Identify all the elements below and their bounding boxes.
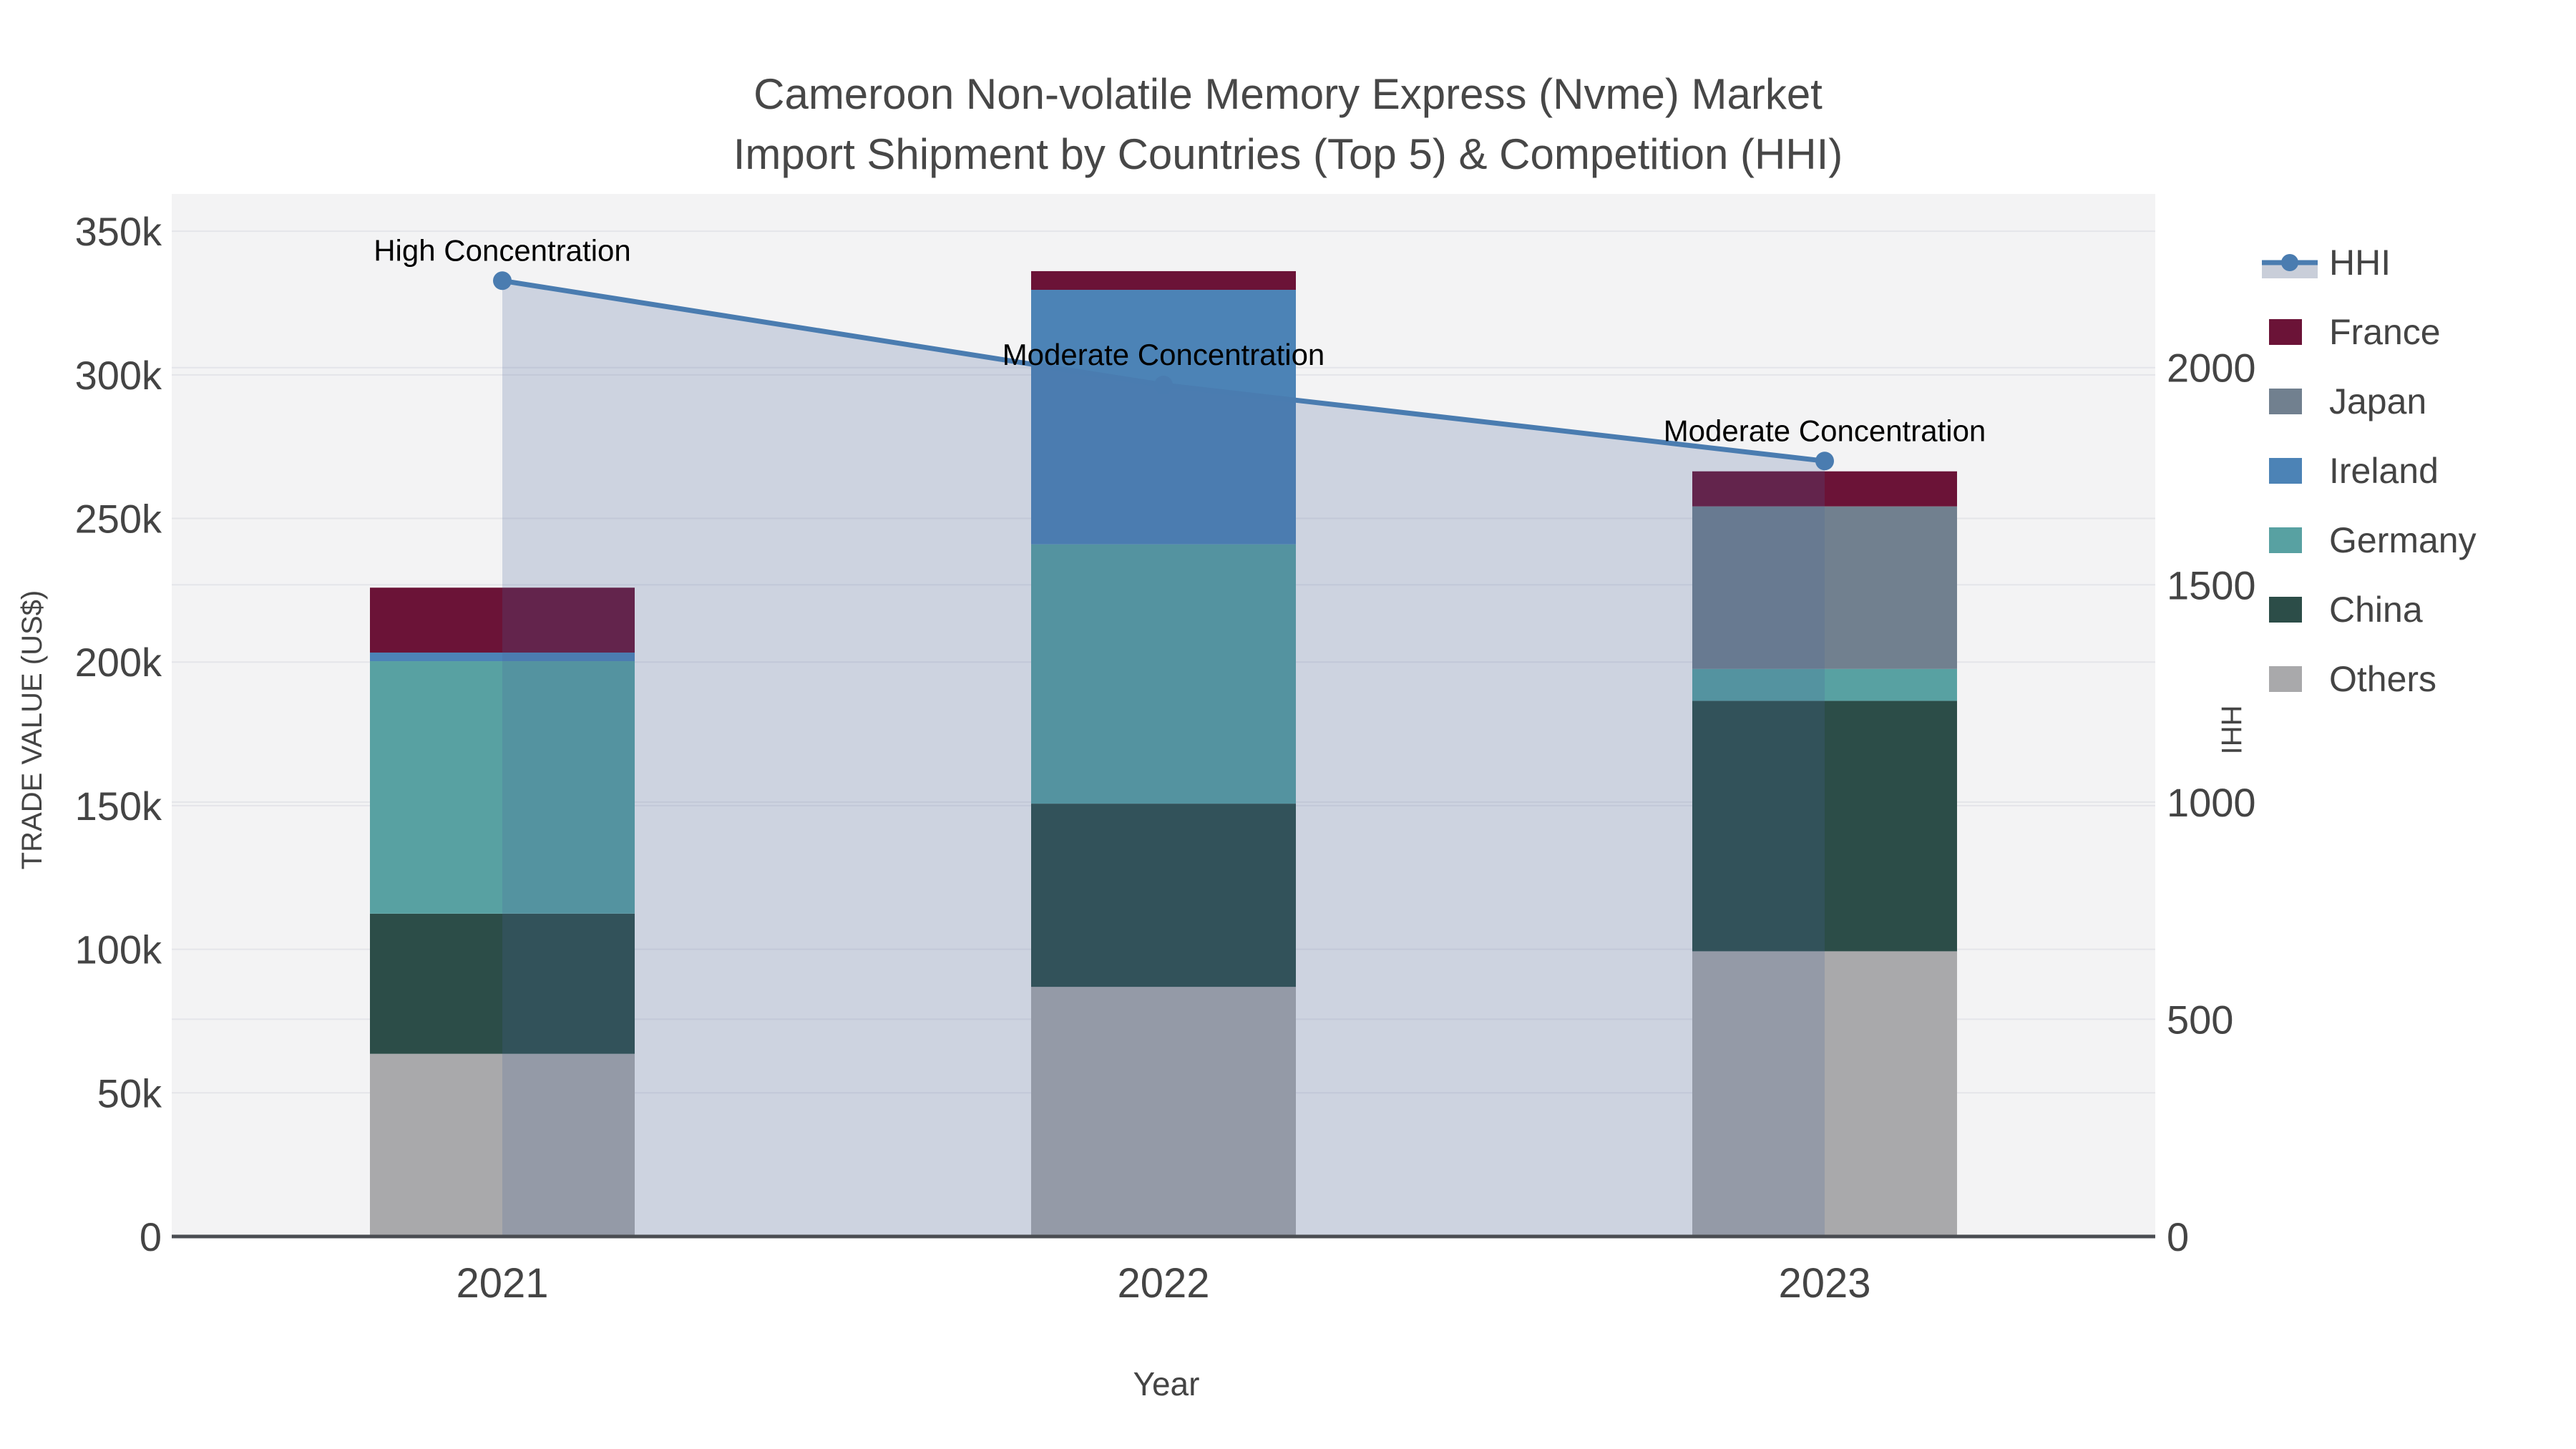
hhi-area-fill-layer — [502, 280, 1825, 1237]
y-tick-250k: 250k — [75, 497, 162, 542]
bar-2022-ireland[interactable] — [1031, 290, 1296, 545]
chart-title-line1: Cameroon Non-volatile Memory Express (Nv… — [753, 70, 1823, 118]
annotation-2023: Moderate Concentration — [1664, 414, 1986, 447]
legend-item-ireland[interactable]: Ireland — [2269, 451, 2439, 491]
legend-item-japan[interactable]: Japan — [2269, 381, 2426, 421]
y-tick-50k: 50k — [97, 1070, 162, 1116]
x-tick-2023: 2023 — [1778, 1260, 1870, 1307]
legend-swatch-germany — [2269, 527, 2302, 553]
bars-layer[interactable] — [370, 270, 1957, 1236]
bar-2022-china[interactable] — [1031, 804, 1296, 987]
bar-2021-france[interactable] — [370, 587, 635, 653]
legend-item-hhi[interactable]: HHI — [2262, 243, 2391, 283]
hhi-marker-2021[interactable] — [493, 271, 512, 291]
bar-2023-others[interactable] — [1692, 951, 1957, 1236]
legend-label-hhi: HHI — [2329, 243, 2391, 283]
y-tick-350k: 350k — [75, 209, 162, 254]
y2-axis-title: HHI — [2215, 706, 2247, 755]
x-axis-title: Year — [1133, 1365, 1200, 1402]
annotation-2021: High Concentration — [374, 233, 631, 267]
hhi-area-fill — [502, 280, 1825, 1237]
annotation-layer: High Concentration Moderate Concentration… — [374, 233, 1986, 447]
y2-tick-1500: 1500 — [2167, 562, 2256, 608]
legend-swatch-others — [2269, 666, 2302, 692]
legend-label-others: Others — [2329, 659, 2436, 699]
hhi-marker-2023[interactable] — [1815, 452, 1834, 471]
y2-tick-1000: 1000 — [2167, 780, 2256, 825]
x-tick-2021: 2021 — [456, 1260, 548, 1307]
annotation-2022: Moderate Concentration — [1002, 338, 1325, 371]
legend-swatch-france — [2269, 319, 2302, 345]
y-axis-title: TRADE VALUE (US$) — [16, 590, 48, 869]
legend-item-china[interactable]: China — [2269, 590, 2423, 630]
legend-item-france[interactable]: France — [2269, 312, 2441, 352]
hhi-line-layer[interactable] — [493, 271, 1834, 471]
bar-2023-germany[interactable] — [1692, 668, 1957, 701]
bar-2023-china[interactable] — [1692, 701, 1957, 952]
legend-swatch-china — [2269, 597, 2302, 623]
hhi-marker-sample — [2281, 254, 2298, 271]
bar-2023-france[interactable] — [1692, 471, 1957, 507]
chart-title-line2: Import Shipment by Countries (Top 5) & C… — [733, 130, 1843, 178]
legend-label-japan: Japan — [2329, 381, 2426, 421]
y-tick-200k: 200k — [75, 640, 162, 685]
y-tick-300k: 300k — [75, 353, 162, 398]
legend-item-others[interactable]: Others — [2269, 659, 2436, 699]
legend-item-germany[interactable]: Germany — [2269, 520, 2477, 560]
bar-2022-others[interactable] — [1031, 987, 1296, 1236]
y-tick-0: 0 — [140, 1214, 162, 1259]
legend-label-france: France — [2329, 312, 2441, 352]
bar-2022-france[interactable] — [1031, 270, 1296, 291]
legend-label-china: China — [2329, 590, 2423, 630]
x-tick-2022: 2022 — [1117, 1260, 1209, 1307]
legend-swatch-ireland — [2269, 458, 2302, 484]
bar-2021-germany[interactable] — [370, 661, 635, 914]
y2-tick-0: 0 — [2167, 1214, 2189, 1259]
legend-label-germany: Germany — [2329, 520, 2477, 560]
bar-2021-others[interactable] — [370, 1053, 635, 1236]
y2-tick-500: 500 — [2167, 997, 2233, 1042]
y2-tick-2000: 2000 — [2167, 346, 2256, 391]
tick-label-layer: 0 50k 100k 150k 200k 250k 300k 350k 0 500 1000 1500… — [75, 209, 2256, 1307]
y-tick-150k: 150k — [75, 784, 162, 829]
bar-2021-ireland[interactable] — [370, 652, 635, 662]
y-tick-100k: 100k — [75, 927, 162, 972]
hhi-marker-2022[interactable] — [1154, 376, 1173, 394]
bar-2021-china[interactable] — [370, 913, 635, 1054]
bar-2023-japan[interactable] — [1692, 506, 1957, 669]
legend-label-ireland: Ireland — [2329, 451, 2439, 491]
legend-layer[interactable]: HHI France Japan Ireland Germany China Others — [2262, 243, 2477, 699]
legend-swatch-japan — [2269, 389, 2302, 414]
bar-2022-germany[interactable] — [1031, 544, 1296, 804]
